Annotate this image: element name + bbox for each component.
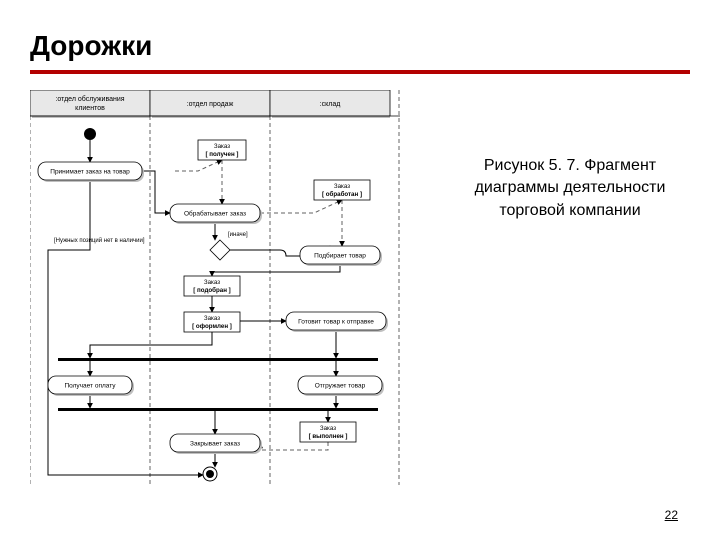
svg-text:[ выполнен ]: [ выполнен ] (309, 433, 348, 440)
svg-text:Заказ: Заказ (204, 279, 220, 286)
page-title: Дорожки (30, 30, 690, 62)
svg-text:Закрывает заказ: Закрывает заказ (190, 441, 240, 448)
svg-text:Готовит товар к отправке: Готовит товар к отправке (298, 319, 374, 326)
svg-text::склад: :склад (320, 101, 341, 108)
svg-text:[ обработан ]: [ обработан ] (322, 191, 362, 198)
svg-text:Заказ: Заказ (214, 143, 230, 150)
svg-text:[иначе]: [иначе] (228, 232, 248, 238)
svg-text:[ получен ]: [ получен ] (206, 151, 239, 158)
svg-text::отдел обслуживания: :отдел обслуживания (55, 95, 124, 103)
title-area: Дорожки (30, 30, 690, 74)
activity-diagram: :отдел обслуживания клиентов :отдел продаж… (30, 90, 400, 490)
svg-text:клиентов: клиентов (75, 105, 105, 112)
slide: Дорожки :отдел обслуживанияклиентов:отде… (0, 0, 720, 540)
svg-text:Обрабатывает заказ: Обрабатывает заказ (184, 210, 246, 218)
svg-text:[Нужных позиций нет в наличии]: [Нужных позиций нет в наличии] (54, 237, 145, 244)
svg-text:Заказ: Заказ (320, 425, 336, 432)
svg-text:Заказ: Заказ (204, 315, 220, 322)
svg-text:[ подобран ]: [ подобран ] (193, 287, 230, 294)
svg-text:Отгружает товар: Отгружает товар (315, 383, 366, 390)
svg-text:[ оформлен ]: [ оформлен ] (192, 323, 232, 330)
figure-caption: Рисунок 5. 7. Фрагмент диаграммы деятель… (450, 155, 690, 222)
svg-text:Заказ: Заказ (334, 183, 350, 190)
svg-text:Подбирает товар: Подбирает товар (314, 252, 366, 260)
page-number: 22 (665, 508, 678, 522)
svg-text:Получает оплату: Получает оплату (64, 383, 116, 390)
svg-text::отдел продаж: :отдел продаж (187, 101, 234, 108)
svg-text:Принимает заказ на товар: Принимает заказ на товар (50, 169, 130, 176)
